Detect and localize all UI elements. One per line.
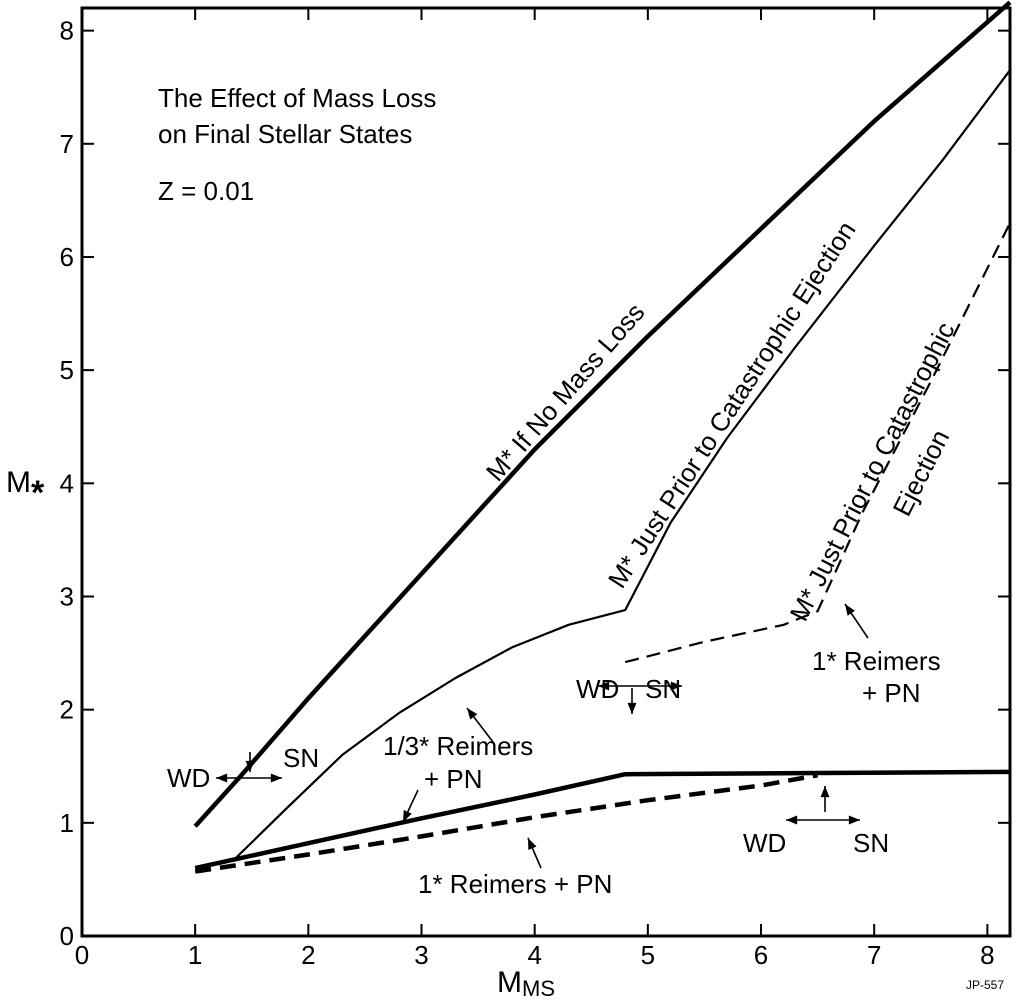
arrow-sn-right-head	[848, 815, 860, 825]
plot-frame	[80, 6, 1012, 938]
plate-id: JP-557	[966, 978, 1005, 992]
label-reimers-one-right-2: + PN	[862, 678, 921, 708]
label-reimers-third-1: 1/3* Reimers	[383, 731, 533, 761]
y-tick-label: 2	[60, 695, 74, 725]
series-just-prior-dashed	[624, 222, 1011, 664]
series-just-prior-solid	[234, 69, 1011, 860]
x-tick-label: 2	[301, 940, 315, 970]
y-tick-label: 7	[60, 129, 74, 159]
axis-ticks: 0 1 2 3 4 5 6 7 8 0 1 2 3 4 5 6 7 8	[60, 8, 1010, 970]
y-tick-label: 6	[60, 242, 74, 272]
annotation-arrows	[216, 603, 869, 869]
label-reimers-third-2: + PN	[424, 764, 483, 794]
series-no-mass-loss	[193, 0, 1012, 828]
y-axis-title-main: M	[6, 466, 31, 499]
y-tick-label: 8	[60, 16, 74, 46]
label-sn-left: SN	[283, 743, 319, 773]
y-tick-label: 4	[60, 468, 74, 498]
label-wd-middle: WD	[576, 674, 619, 704]
arrow-third-up-head	[467, 708, 478, 720]
x-tick-label: 5	[641, 940, 655, 970]
x-tick-label: 4	[527, 940, 541, 970]
x-tick-label: 8	[980, 940, 994, 970]
arrow-wd-right-head	[786, 815, 798, 825]
label-reimers-one-right-1: 1* Reimers	[812, 646, 941, 676]
arrow-wd-left-head	[216, 773, 228, 783]
arrow-one-up-head	[528, 838, 537, 850]
arrow-sn-left-head	[270, 773, 282, 783]
chart-title-line-1: The Effect of Mass Loss	[158, 83, 436, 113]
x-tick-label: 6	[754, 940, 768, 970]
arrow-down-middle-head	[627, 702, 637, 714]
label-sn-right: SN	[853, 828, 889, 858]
series-lines	[193, 0, 1012, 874]
label-wd-right: WD	[743, 828, 786, 858]
label-wd-left: WD	[167, 763, 210, 793]
arrow-up-right-head	[820, 786, 830, 798]
series-third-reimers	[194, 769, 1011, 871]
arrow-one-right-head	[845, 604, 855, 616]
arrow-sn-middle-head	[670, 681, 682, 691]
y-tick-label: 1	[60, 808, 74, 838]
y-tick-label: 0	[60, 921, 74, 951]
y-tick-label: 5	[60, 355, 74, 385]
arrow-down-left-head	[245, 760, 255, 772]
label-sn-middle: SN	[645, 674, 681, 704]
y-axis-title-sub: *	[31, 474, 45, 512]
y-axis-title: M*	[6, 466, 45, 512]
x-tick-label: 1	[188, 940, 202, 970]
x-tick-label: 7	[867, 940, 881, 970]
label-reimers-one-bottom: 1* Reimers + PN	[418, 869, 612, 899]
chart-title-line-2: on Final Stellar States	[158, 119, 412, 149]
x-tick-label: 0	[75, 940, 89, 970]
y-tick-label: 3	[60, 581, 74, 611]
arrow-wd-middle-head	[598, 681, 610, 691]
x-axis-title-sub: MS	[522, 976, 555, 1001]
x-axis-title-main: M	[497, 966, 522, 999]
arrow-third-down-head	[403, 810, 412, 822]
chart-subtitle: Z = 0.01	[158, 176, 254, 206]
label-no-mass-loss: M* If No Mass Loss	[480, 297, 651, 487]
x-tick-label: 3	[414, 940, 428, 970]
x-axis-title: MMS	[497, 966, 555, 1001]
series-one-reimers	[194, 773, 818, 874]
